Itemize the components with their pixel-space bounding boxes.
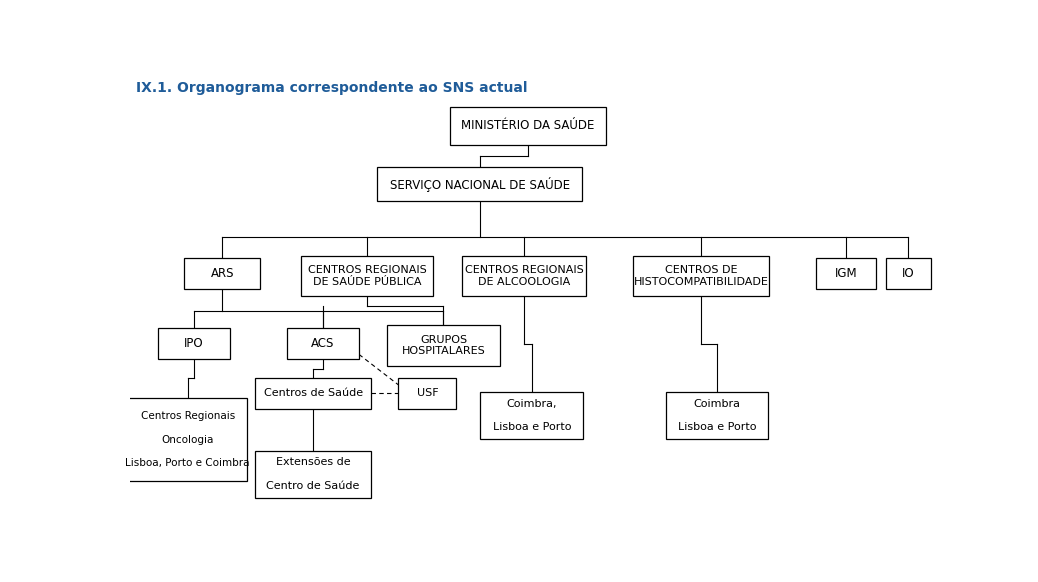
Bar bbox=[449, 107, 606, 145]
Text: IGM: IGM bbox=[835, 267, 857, 281]
Text: Centros de Saúde: Centros de Saúde bbox=[264, 388, 362, 399]
Text: MINISTÉRIO DA SAÚDE: MINISTÉRIO DA SAÚDE bbox=[461, 119, 595, 132]
Text: ARS: ARS bbox=[211, 267, 234, 281]
Text: Coimbra,

Lisboa e Porto: Coimbra, Lisboa e Porto bbox=[493, 399, 571, 432]
Bar bbox=[632, 256, 769, 296]
Text: GRUPOS
HOSPITALARES: GRUPOS HOSPITALARES bbox=[402, 335, 486, 356]
Text: ACS: ACS bbox=[311, 337, 334, 350]
Text: IX.1. Organograma correspondente ao SNS actual: IX.1. Organograma correspondente ao SNS … bbox=[136, 81, 527, 95]
Text: CENTROS REGIONAIS
DE ALCOOLOGIA: CENTROS REGIONAIS DE ALCOOLOGIA bbox=[465, 265, 583, 287]
Bar bbox=[128, 398, 247, 481]
Text: CENTROS DE
HISTOCOMPATIBILIDADE: CENTROS DE HISTOCOMPATIBILIDADE bbox=[633, 265, 768, 287]
Bar bbox=[286, 328, 359, 359]
Text: IO: IO bbox=[902, 267, 914, 281]
Bar bbox=[301, 256, 434, 296]
Bar bbox=[399, 378, 457, 409]
Text: USF: USF bbox=[416, 388, 438, 399]
Text: Coimbra

Lisboa e Porto: Coimbra Lisboa e Porto bbox=[678, 399, 757, 432]
Bar bbox=[816, 258, 876, 289]
Bar bbox=[158, 328, 230, 359]
Bar bbox=[387, 325, 500, 365]
Bar bbox=[886, 258, 931, 289]
Bar bbox=[184, 258, 261, 289]
Text: Centros Regionais

Oncologia

Lisboa, Porto e Coimbra: Centros Regionais Oncologia Lisboa, Port… bbox=[126, 411, 250, 468]
Bar bbox=[481, 392, 583, 439]
Bar bbox=[462, 256, 586, 296]
Bar bbox=[255, 378, 372, 409]
Text: Extensões de

Centro de Saúde: Extensões de Centro de Saúde bbox=[267, 457, 360, 491]
Bar bbox=[255, 450, 372, 498]
Bar bbox=[665, 392, 768, 439]
Text: SERVIÇO NACIONAL DE SAÚDE: SERVIÇO NACIONAL DE SAÚDE bbox=[389, 176, 570, 191]
Text: CENTROS REGIONAIS
DE SAÚDE PÚBLICA: CENTROS REGIONAIS DE SAÚDE PÚBLICA bbox=[307, 265, 427, 287]
Text: IPO: IPO bbox=[185, 337, 203, 350]
Bar bbox=[377, 167, 582, 201]
